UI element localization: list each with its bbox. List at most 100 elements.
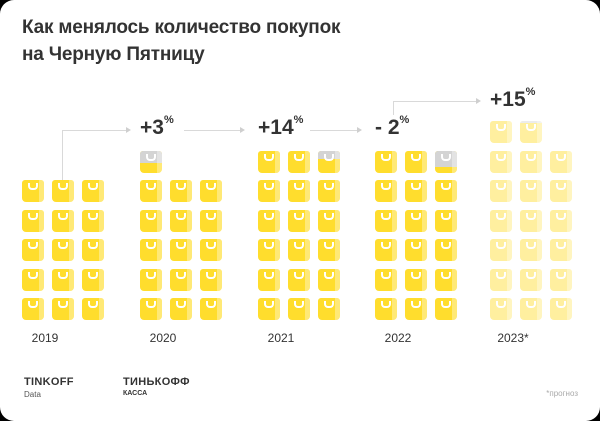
bag-handle [176, 242, 186, 249]
bag-handle [28, 212, 38, 220]
bag-handle [58, 242, 68, 249]
bag-highlight [335, 209, 340, 232]
bag-highlight [275, 239, 280, 261]
bag-highlight [422, 180, 427, 202]
bag-handle [496, 212, 506, 220]
bag-handle [324, 242, 334, 249]
bag-handle [206, 271, 216, 279]
shopping-bag-icon [520, 209, 542, 232]
shopping-bag-icon [550, 239, 572, 261]
bag-handle [526, 124, 536, 131]
shopping-bag-icon [520, 268, 542, 291]
shopping-bag-icon [52, 180, 74, 202]
bag-handle [294, 153, 304, 161]
bag-handle [294, 271, 304, 279]
bag-highlight [567, 298, 572, 320]
shopping-bag-icon [258, 209, 280, 232]
shopping-bag-icon [140, 268, 162, 291]
bag-handle [441, 301, 451, 308]
change-value: +14 [258, 116, 294, 139]
shopping-bag-icon [435, 239, 457, 261]
shopping-bag-icon [318, 298, 340, 320]
bag-handle [88, 183, 98, 190]
bag-highlight [392, 298, 397, 320]
shopping-bag-icon [375, 268, 397, 291]
bag-highlight [305, 150, 310, 173]
bag-highlight [507, 150, 512, 173]
bag-highlight [507, 268, 512, 291]
bag-handle [206, 242, 216, 249]
tinkoff-kassa-logo: ТИНЬКОФФ [123, 376, 190, 388]
bag-handle [381, 212, 391, 220]
shopping-bag-icon [170, 180, 192, 202]
bag-handle [146, 183, 156, 190]
shopping-bag-icon [520, 121, 542, 143]
bag-handle [176, 301, 186, 308]
bag-highlight [335, 180, 340, 202]
shopping-bag-icon [258, 298, 280, 320]
bag-highlight [567, 239, 572, 261]
bag-highlight [217, 298, 222, 320]
bag-empty-part [140, 150, 162, 163]
forecast-note: *прогноз [546, 389, 578, 398]
bag-handle [441, 212, 451, 220]
bag-handle [496, 242, 506, 249]
bag-handle [441, 183, 451, 190]
shopping-bag-icon [490, 268, 512, 291]
bag-highlight [99, 209, 104, 232]
bag-highlight [157, 209, 162, 232]
bag-handle [411, 301, 421, 308]
bag-handle [324, 212, 334, 220]
bag-highlight [567, 150, 572, 173]
change-unit: % [163, 114, 174, 126]
bag-highlight [305, 180, 310, 202]
bag-highlight [157, 298, 162, 320]
title-line-2: на Черную Пятницу [22, 44, 205, 65]
bag-handle [381, 183, 391, 190]
shopping-bag-icon [318, 180, 340, 202]
change-label: +3% [140, 114, 174, 140]
bag-highlight [335, 239, 340, 261]
shopping-bag-icon [405, 298, 427, 320]
shopping-bag-icon [550, 209, 572, 232]
shopping-bag-icon [490, 298, 512, 320]
change-label: +15% [490, 86, 535, 112]
bag-empty-part [520, 121, 542, 124]
bag-highlight [537, 268, 542, 291]
shopping-bag-icon [520, 239, 542, 261]
shopping-bag-icon [550, 268, 572, 291]
shopping-bag-icon [405, 150, 427, 173]
change-value: +3 [140, 116, 164, 139]
shopping-bag-icon [22, 209, 44, 232]
shopping-bag-icon [82, 180, 104, 202]
bag-handle [526, 242, 536, 249]
bag-highlight [99, 268, 104, 291]
bag-handle [526, 153, 536, 161]
shopping-bag-icon [435, 150, 457, 173]
bag-highlight [452, 209, 457, 232]
connector-line [393, 101, 394, 115]
bag-handle [176, 212, 186, 220]
bag-highlight [275, 180, 280, 202]
shopping-bag-icon [52, 239, 74, 261]
connector-line [310, 130, 358, 131]
bag-highlight [157, 268, 162, 291]
bag-highlight [335, 298, 340, 320]
bag-handle [526, 212, 536, 220]
arrow-right-icon [476, 98, 481, 104]
connector-line [184, 130, 240, 131]
shopping-bag-icon [140, 209, 162, 232]
bag-highlight [507, 121, 512, 143]
shopping-bag-icon [170, 298, 192, 320]
bag-handle [526, 271, 536, 279]
arrow-right-icon [240, 127, 245, 133]
bag-highlight [99, 239, 104, 261]
shopping-bag-icon [550, 298, 572, 320]
change-label: - 2% [375, 114, 409, 140]
bag-handle [324, 153, 334, 161]
shopping-bag-icon [52, 298, 74, 320]
bag-highlight [537, 239, 542, 261]
bag-highlight [422, 150, 427, 173]
bag-highlight [305, 239, 310, 261]
shopping-bag-icon [52, 209, 74, 232]
